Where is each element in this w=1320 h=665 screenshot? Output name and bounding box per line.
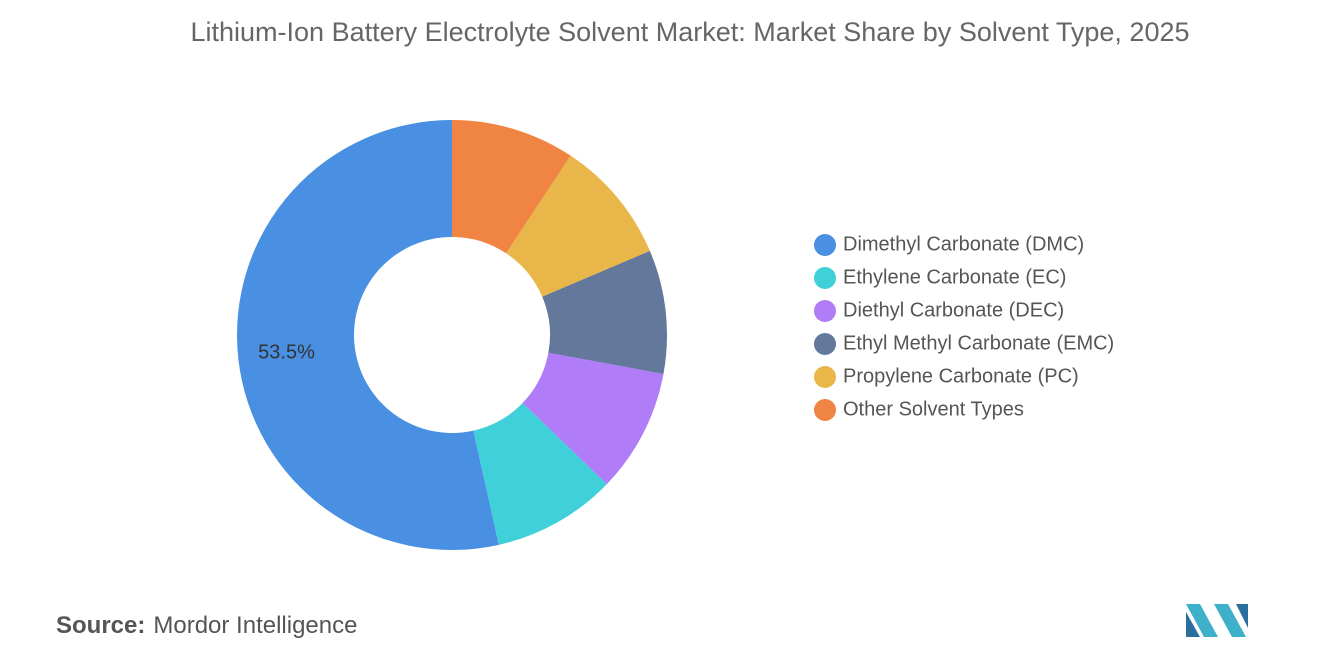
- source: Source: Mordor Intelligence: [56, 612, 357, 640]
- legend-swatch: [814, 234, 836, 256]
- slice: [236, 120, 499, 550]
- chart-title: Lithium-Ion Battery Electrolyte Solvent …: [110, 12, 1270, 52]
- legend-swatch: [814, 366, 836, 388]
- source-text: Mordor Intelligence: [153, 612, 358, 639]
- legend-label: Other Solvent Types: [843, 398, 1024, 420]
- legend-swatch: [814, 399, 836, 421]
- data-label: 53.5%: [258, 342, 315, 364]
- title-text: Lithium-Ion Battery Electrolyte Solvent …: [190, 17, 1190, 47]
- legend-label: Dimethyl Carbonate (DMC): [843, 233, 1084, 255]
- legend-swatch: [814, 267, 836, 289]
- logo: [1186, 604, 1248, 637]
- legend-label: Ethyl Methyl Carbonate (EMC): [843, 332, 1114, 354]
- source-label: Source:: [56, 612, 146, 639]
- slice: [542, 250, 667, 374]
- legend-label: Ethylene Carbonate (EC): [843, 266, 1066, 288]
- legend-swatch: [814, 300, 836, 322]
- slice: [506, 155, 650, 297]
- slice: [522, 352, 664, 485]
- legend-label: Diethyl Carbonate (DEC): [843, 299, 1064, 321]
- slice: [452, 120, 571, 254]
- legend-swatch: [814, 333, 836, 355]
- legend-label: Propylene Carbonate (PC): [843, 365, 1079, 387]
- slice: [473, 402, 607, 545]
